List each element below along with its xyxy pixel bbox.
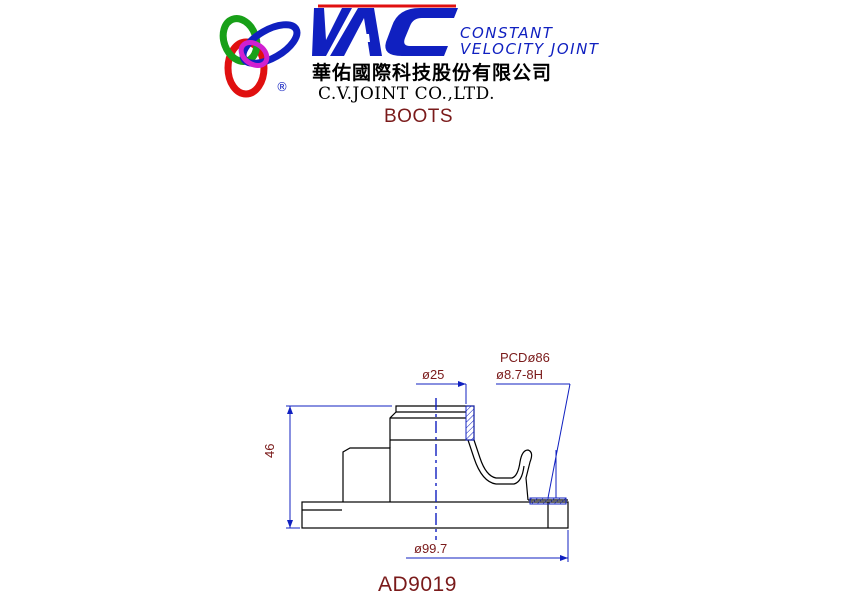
dimension-arrows (287, 381, 568, 561)
tagline-line2: VELOCITY JOINT (460, 40, 600, 58)
category-title: BOOTS (384, 106, 454, 127)
logo-emblem (219, 15, 301, 98)
dimension-lines (286, 383, 571, 562)
company-name-cn: 華佑國際科技股份有限公司 (312, 62, 553, 84)
company-name-en: C.V.JOINT CO.,LTD. (318, 84, 496, 104)
registered-mark: ® (276, 80, 288, 94)
inner-diameter-label: ø25 (422, 367, 445, 382)
hatched-flange (529, 497, 567, 505)
height-label: 46 (262, 443, 277, 458)
outer-diameter-label: ø99.7 (414, 541, 448, 556)
bolt-hole-label: ø8.7-8H (496, 367, 543, 382)
hatched-section (465, 405, 475, 441)
brand-logo (312, 4, 458, 56)
pcd-label: PCDø86 (500, 350, 550, 365)
boot-outline (301, 405, 569, 529)
tagline-line1: CONSTANT (460, 24, 554, 42)
part-number: AD9019 (378, 573, 457, 596)
